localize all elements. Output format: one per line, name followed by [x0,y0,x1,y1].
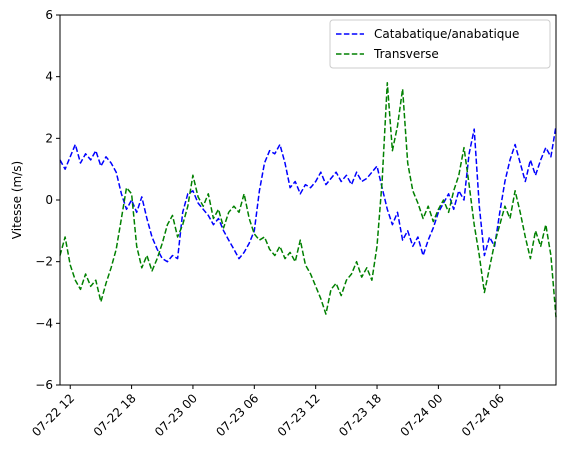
legend-label-0: Catabatique/anabatique [374,27,519,41]
y-tick-label: 6 [45,8,53,22]
y-tick-label: −4 [35,316,53,330]
y-axis: −6 −4 −2 0 2 4 6 [35,8,60,392]
legend-box [329,19,551,69]
y-axis-title: Vitesse (m/s) [10,161,24,239]
legend: Catabatique/anabatique Transverse [329,19,551,69]
y-tick-label: 0 [45,193,53,207]
y-tick-label: 2 [45,131,53,145]
series-line-1 [59,82,557,318]
series-layer [59,82,557,318]
y-tick-label: −2 [35,255,53,269]
y-tick-label: 4 [45,70,53,84]
legend-label-1: Transverse [373,47,439,61]
y-tick-label: −6 [35,378,53,392]
